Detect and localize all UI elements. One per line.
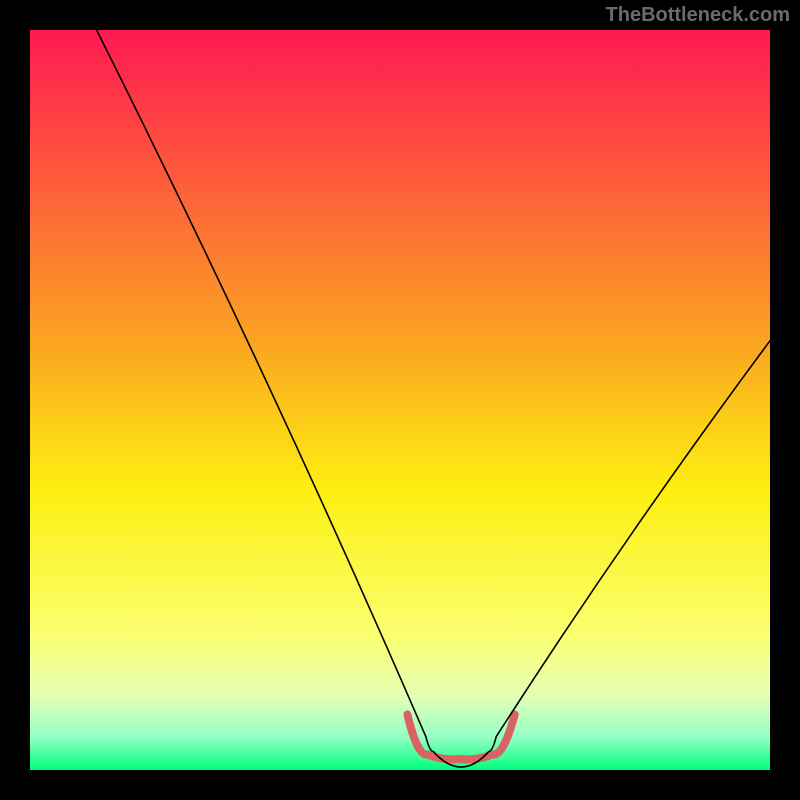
bottleneck-chart (30, 30, 770, 770)
chart-background (30, 30, 770, 770)
watermark-text: TheBottleneck.com (606, 4, 790, 27)
chart-svg (30, 30, 770, 770)
